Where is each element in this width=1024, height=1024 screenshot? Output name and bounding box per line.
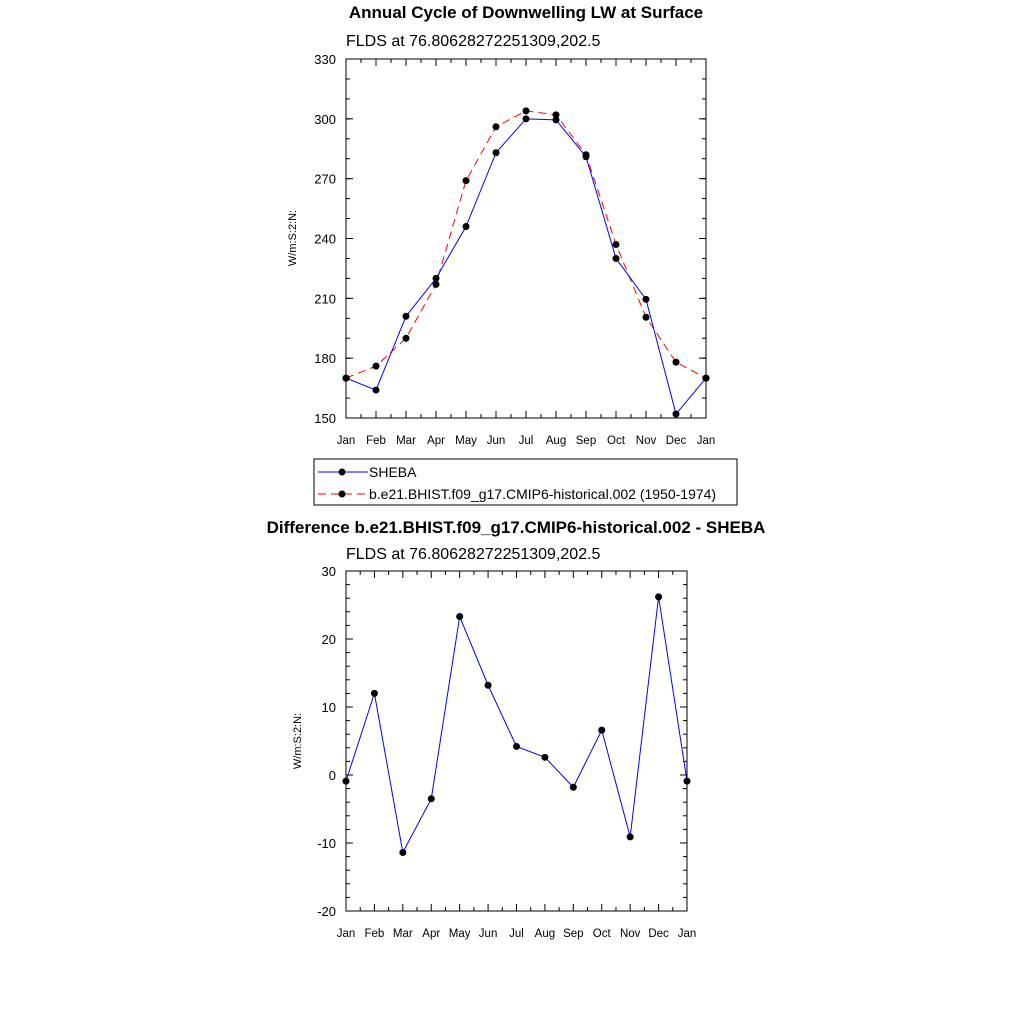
y-tick-label: 20	[322, 632, 336, 647]
y-tick-label: 150	[314, 411, 336, 426]
y-tick-label: 180	[314, 351, 336, 366]
data-point	[370, 689, 378, 697]
y-tick-label: 10	[322, 700, 336, 715]
data-point	[484, 681, 492, 689]
x-tick-label: Nov	[636, 435, 657, 447]
y-tick-label: 300	[314, 112, 336, 127]
y-axis-label: W/m:S:2:N:	[292, 713, 304, 769]
x-tick-label: Feb	[365, 928, 385, 940]
legend-swatch-marker	[338, 490, 346, 498]
series-line	[345, 118, 707, 416]
x-tick-label: Sep	[576, 435, 596, 447]
x-tick-label: Oct	[607, 435, 626, 447]
y-tick-label: 0	[329, 768, 336, 783]
x-tick-label: Apr	[427, 435, 445, 447]
data-point	[402, 312, 410, 320]
data-point	[552, 116, 560, 124]
data-point	[683, 777, 691, 785]
plot-area-annual-cycle: Jan Feb Mar Apr May Jun Jul Aug Sep Oct Nov Dec Jan1…	[314, 52, 715, 447]
y-tick-label: 330	[314, 52, 336, 67]
data-point	[372, 386, 380, 394]
legend-label: b.e21.BHIST.f09_g17.CMIP6-historical.002…	[369, 486, 716, 502]
x-tick-label: May	[455, 435, 477, 447]
chart-title: Difference b.e21.BHIST.f09_g17.CMIP6-his…	[267, 518, 766, 537]
x-tick-label: Aug	[535, 928, 555, 940]
y-tick-label: 270	[314, 172, 336, 187]
data-point	[655, 593, 663, 601]
legend: SHEBA b.e21.BHIST.f09_g17.CMIP6-historic…	[313, 458, 738, 506]
x-tick-label: Nov	[620, 928, 641, 940]
data-point	[582, 151, 590, 159]
data-point	[702, 374, 710, 382]
data-point	[492, 123, 500, 131]
data-point	[462, 177, 470, 185]
x-tick-label: Oct	[593, 928, 612, 940]
data-point	[492, 149, 500, 157]
x-tick-label: Jan	[678, 928, 697, 940]
data-point	[552, 111, 560, 119]
y-tick-label: -10	[317, 836, 336, 851]
data-point	[462, 223, 470, 231]
x-tick-label: Jan	[697, 435, 716, 447]
y-tick-label: -20	[317, 904, 336, 919]
y-tick-label: 240	[314, 232, 336, 247]
x-tick-label: Jun	[479, 928, 498, 940]
x-tick-label: Feb	[366, 435, 386, 447]
x-tick-label: Mar	[396, 435, 416, 447]
data-point	[626, 833, 634, 841]
x-tick-label: Jan	[337, 435, 356, 447]
legend-swatch-marker	[338, 468, 346, 476]
data-point	[342, 777, 350, 785]
x-tick-label: Jan	[337, 928, 356, 940]
data-point	[569, 783, 577, 791]
data-point	[642, 313, 650, 321]
series-line	[345, 110, 707, 379]
data-point	[642, 295, 650, 303]
data-point	[399, 849, 407, 857]
chart-subtitle: FLDS at 76.80628272251309,202.5	[346, 546, 601, 563]
y-axis-label: W/m:S:2:N:	[287, 210, 299, 266]
data-point	[612, 240, 620, 248]
x-tick-label: Aug	[546, 435, 566, 447]
data-point	[432, 274, 440, 282]
y-tick-label: 30	[322, 564, 336, 579]
x-tick-label: Dec	[666, 435, 687, 447]
data-point	[598, 726, 606, 734]
plot-area-difference: Jan Feb Mar Apr May Jun Jul Aug Sep Oct Nov Dec Jan-…	[317, 564, 696, 940]
data-point	[522, 107, 530, 115]
x-tick-label: Apr	[422, 928, 440, 940]
x-tick-label: Dec	[648, 928, 669, 940]
data-point	[402, 334, 410, 342]
data-point	[342, 374, 350, 382]
x-tick-label: Sep	[563, 928, 583, 940]
x-tick-label: Jun	[487, 435, 506, 447]
data-point	[427, 795, 435, 803]
x-tick-label: Jul	[509, 928, 524, 940]
plot-frame	[345, 570, 688, 912]
data-point	[456, 613, 464, 621]
data-point	[432, 280, 440, 288]
chart-title: Annual Cycle of Downwelling LW at Surfac…	[349, 3, 703, 22]
x-tick-label: May	[449, 928, 471, 940]
x-tick-label: Mar	[393, 928, 413, 940]
data-point	[522, 115, 530, 123]
series-line	[345, 596, 688, 855]
data-point	[672, 358, 680, 366]
data-point	[612, 254, 620, 262]
data-point	[513, 742, 520, 750]
data-point	[672, 410, 680, 418]
chart-subtitle: FLDS at 76.80628272251309,202.5	[346, 33, 601, 50]
data-point	[541, 753, 549, 761]
legend-label: SHEBA	[369, 464, 417, 480]
data-point	[372, 362, 380, 370]
legend-box	[313, 458, 738, 506]
y-tick-label: 210	[314, 291, 336, 306]
x-tick-label: Jul	[519, 435, 534, 447]
